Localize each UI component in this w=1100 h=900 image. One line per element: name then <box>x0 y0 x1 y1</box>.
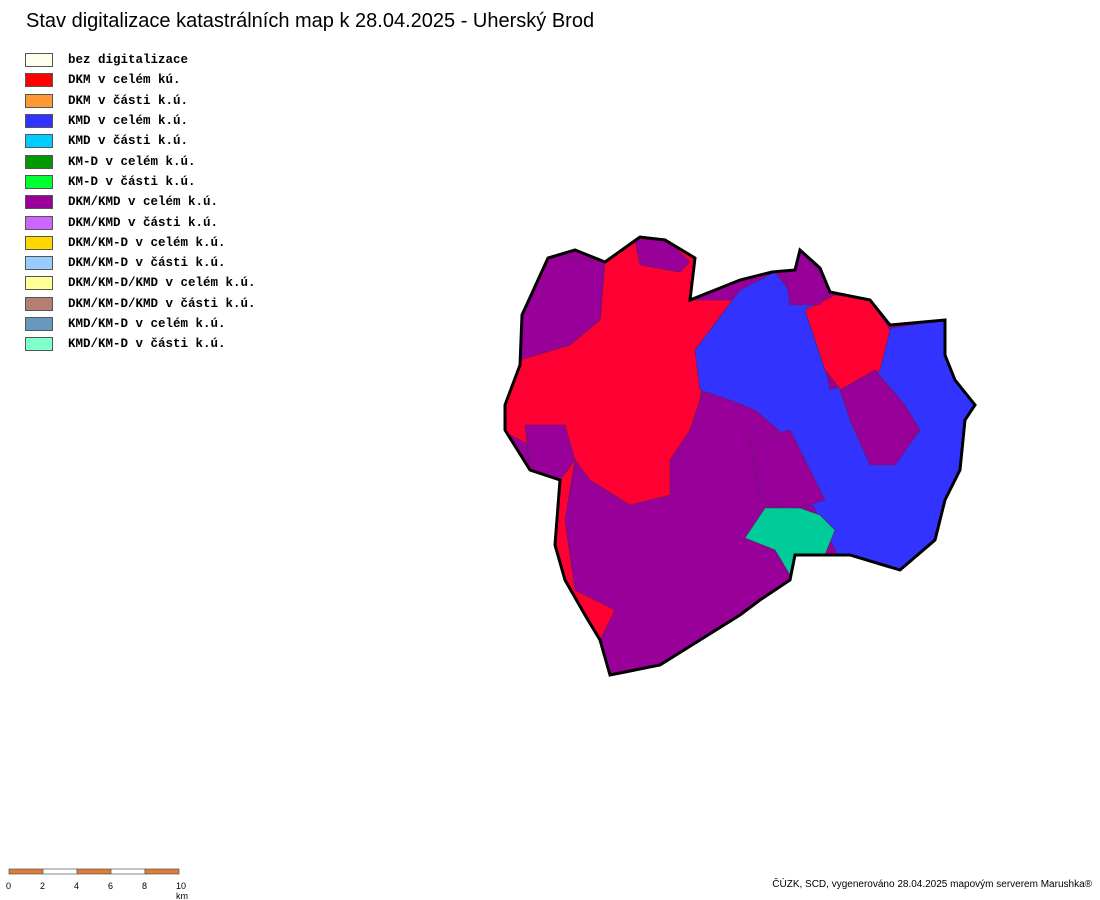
region <box>744 507 836 576</box>
legend-swatch <box>25 215 53 230</box>
legend-label: bez digitalizace <box>68 53 189 68</box>
scale-label: 6 <box>108 881 114 891</box>
legend-item: DKM/KMD v celém k.ú. <box>25 192 256 212</box>
legend-item: DKM/KM-D/KMD v části k.ú. <box>25 294 256 314</box>
legend-label: KMD/KM-D v celém k.ú. <box>68 317 226 331</box>
legend-item: KM-D v celém k.ú. <box>25 151 256 171</box>
legend-label: KM-D v části k.ú. <box>68 174 196 189</box>
legend-item: DKM v celém kú. <box>25 70 256 90</box>
region <box>749 429 826 511</box>
legend-label: DKM/KMD v části k.ú. <box>68 215 219 230</box>
legend-swatch <box>25 276 53 291</box>
legend-label: KM-D v celém k.ú. <box>68 154 196 169</box>
legend-item: DKM/KMD v části k.ú. <box>25 212 256 232</box>
legend-label: KMD/KM-D v části k.ú. <box>68 337 226 352</box>
legend: bez digitalizace DKM v celém kú. DKM v čás… <box>25 50 256 354</box>
map-title: Stav digitalizace katastrálních map k 28… <box>26 10 595 32</box>
scale-label: 8 <box>142 881 148 891</box>
legend-swatch <box>25 296 53 311</box>
legend-swatch <box>25 174 53 189</box>
legend-swatch <box>25 317 53 331</box>
region <box>839 369 921 466</box>
legend-item: KMD v části k.ú. <box>25 131 256 151</box>
legend-swatch <box>25 73 53 88</box>
legend-item: DKM v části k.ú. <box>25 91 256 111</box>
legend-item: DKM/KM-D/KMD v celém k.ú. <box>25 273 256 293</box>
legend-item: KMD/KM-D v celém k.ú. <box>25 314 256 334</box>
legend-item: KMD v celém k.ú. <box>25 111 256 131</box>
legend-label: DKM v celém kú. <box>68 73 181 88</box>
legend-swatch <box>25 53 53 68</box>
legend-item: DKM/KM-D v celém k.ú. <box>25 233 256 253</box>
credit: ČÚZK, SCD, vygenerováno 28.04.2025 mapov… <box>772 879 1092 890</box>
scale-label: 0 <box>6 881 12 891</box>
legend-label: DKM/KM-D v části k.ú. <box>68 256 226 271</box>
scale-label: 10 km <box>176 881 188 900</box>
legend-item: DKM/KM-D v části k.ú. <box>25 253 256 273</box>
scale-bar: 0 2 4 6 8 10 km <box>6 868 188 900</box>
region <box>804 294 891 396</box>
legend-swatch <box>25 256 53 271</box>
legend-item: bez digitalizace <box>25 50 256 70</box>
legend-label: DKM/KM-D v celém k.ú. <box>68 235 226 250</box>
legend-label: DKM/KMD v celém k.ú. <box>68 195 219 210</box>
scale-label: 4 <box>74 881 80 891</box>
legend-item: KM-D v části k.ú. <box>25 172 256 192</box>
legend-swatch <box>25 235 53 250</box>
legend-swatch <box>25 93 53 108</box>
region <box>524 424 576 481</box>
scale-graphic <box>8 868 180 875</box>
legend-swatch <box>25 134 53 149</box>
scale-label: 2 <box>40 881 46 891</box>
legend-label: DKM v části k.ú. <box>68 93 189 108</box>
legend-label: DKM/KM-D/KMD v části k.ú. <box>68 296 256 311</box>
legend-swatch <box>25 337 53 352</box>
legend-swatch <box>25 154 53 169</box>
legend-label: KMD v části k.ú. <box>68 134 189 149</box>
legend-label: KMD v celém k.ú. <box>68 114 189 129</box>
legend-swatch <box>25 195 53 210</box>
legend-item: KMD/KM-D v části k.ú. <box>25 334 256 354</box>
legend-label: DKM/KM-D/KMD v celém k.ú. <box>68 276 256 291</box>
legend-swatch <box>25 114 53 129</box>
